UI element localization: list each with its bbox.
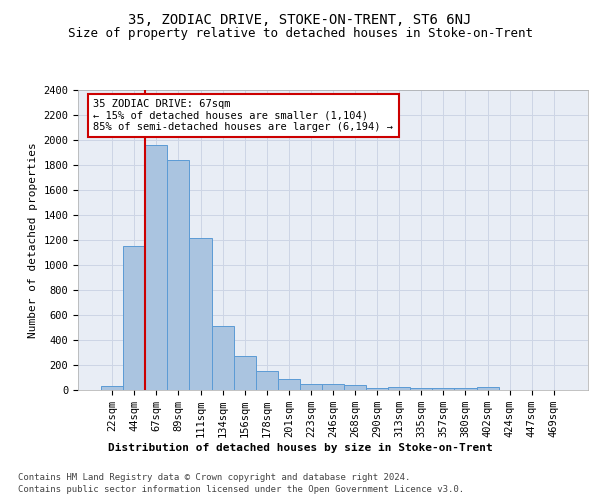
Y-axis label: Number of detached properties: Number of detached properties [28,142,38,338]
Bar [454,388,476,390]
Text: Size of property relative to detached houses in Stoke-on-Trent: Size of property relative to detached ho… [67,28,533,40]
Bar [344,385,366,390]
Bar [145,145,167,390]
Text: 35 ZODIAC DRIVE: 67sqm
← 15% of detached houses are smaller (1,104)
85% of semi-: 35 ZODIAC DRIVE: 67sqm ← 15% of detached… [94,99,394,132]
Bar [278,379,300,390]
Bar [212,326,233,390]
Bar [366,388,388,390]
Text: Contains public sector information licensed under the Open Government Licence v3: Contains public sector information licen… [18,485,464,494]
Bar [300,384,322,390]
Bar [322,384,344,390]
Bar [388,387,410,390]
Bar [167,160,190,390]
Bar [410,388,433,390]
Bar [123,246,145,390]
Text: 35, ZODIAC DRIVE, STOKE-ON-TRENT, ST6 6NJ: 35, ZODIAC DRIVE, STOKE-ON-TRENT, ST6 6N… [128,12,472,26]
Bar [190,238,212,390]
Bar [433,388,454,390]
Text: Contains HM Land Registry data © Crown copyright and database right 2024.: Contains HM Land Registry data © Crown c… [18,472,410,482]
Bar [476,387,499,390]
Bar [233,356,256,390]
Text: Distribution of detached houses by size in Stoke-on-Trent: Distribution of detached houses by size … [107,442,493,452]
Bar [101,386,123,390]
Bar [256,370,278,390]
